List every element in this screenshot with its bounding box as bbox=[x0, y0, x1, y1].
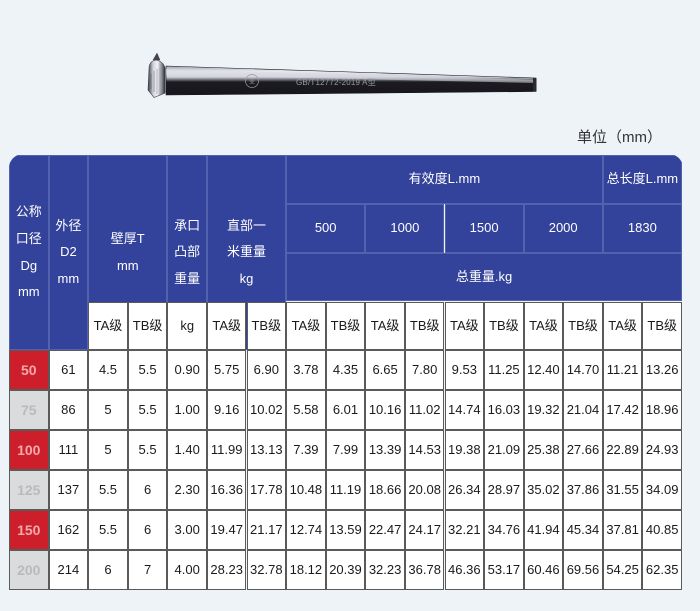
svg-text:亚: 亚 bbox=[249, 79, 255, 86]
svg-text:GB/T12772-2019 A型: GB/T12772-2019 A型 bbox=[296, 78, 376, 87]
